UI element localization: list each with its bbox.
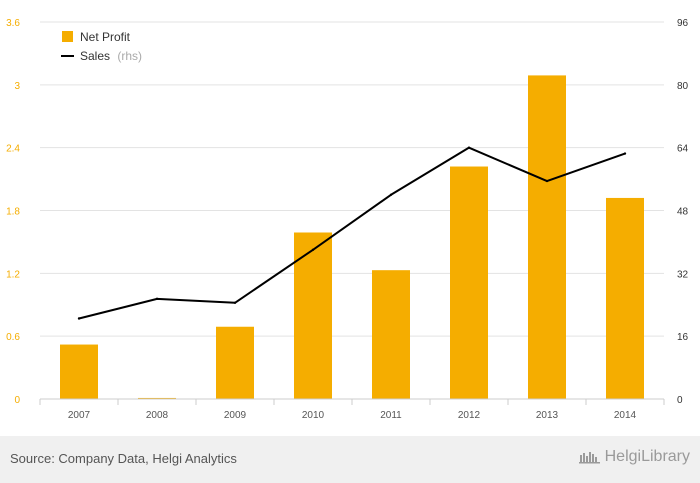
y-right-tick-label: 32 [677,269,689,280]
bar-net-profit [60,344,98,399]
bar-net-profit [216,326,254,399]
y-right-tick-label: 16 [677,332,689,343]
sales-line-group [77,146,627,320]
y-right-tick-label: 64 [677,144,689,155]
legend-net-profit-swatch [62,31,73,42]
x-tick-label: 2013 [536,410,559,421]
y-right-tick-label: 0 [677,395,683,406]
gridlines [40,21,664,337]
bar-net-profit [294,232,332,399]
y-left-tick-label: 3 [14,81,20,92]
bar-net-profit [450,166,488,399]
sales-point [545,179,549,183]
library-icon [578,452,600,464]
sales-point [311,248,315,251]
x-tick-label: 2010 [302,410,325,421]
legend-net-profit-label[interactable]: Net Profit [80,30,131,44]
bar-net-profit [372,270,410,399]
y-right-tick-label: 48 [677,207,689,218]
y-left-tick-label: 2.4 [6,144,20,155]
y-left-tick-label: 0.6 [6,332,20,343]
x-tick-label: 2011 [380,410,402,421]
source-note: Source: Company Data, Helgi Analytics [10,451,237,466]
sales-point [155,297,159,301]
sales-point [77,317,81,320]
y-right-tick-label: 80 [677,81,689,92]
y-left-tick-label: 1.2 [6,269,20,280]
sales-point [233,301,237,304]
bar-net-profit [606,197,644,399]
sales-point [467,146,471,149]
bars [60,75,644,400]
footer: Source: Company Data, Helgi Analytics He… [0,436,700,483]
x-tick-label: 2007 [68,410,91,421]
sales-point [389,193,393,196]
bar-net-profit [138,397,176,399]
y-left-tick-label: 3.6 [6,18,20,29]
chart: 0 0 0.6 16 1.2 32 1.8 48 2.4 64 3 80 3.6 96 2007 2008 20… [6,18,688,421]
x-tick-label: 2008 [146,410,169,421]
legend-sales-name: Sales [80,49,110,63]
x-tick-label: 2009 [224,410,247,421]
y-left-tick-label: 1.8 [6,207,20,218]
y-right-tick-label: 96 [677,18,689,29]
x-tick-label: 2014 [614,410,637,421]
bar-net-profit [528,75,566,400]
y-left-tick-label: 0 [14,395,20,406]
axes: 0 0 0.6 16 1.2 32 1.8 48 2.4 64 3 80 3.6 96 2007 2008 20… [6,18,688,421]
sales-line [78,146,626,320]
sales-point [623,152,627,155]
legend-sales-label[interactable]: Sales (rhs) [80,49,142,63]
legend[interactable]: Net Profit Sales (rhs) [61,30,142,63]
x-tick-label: 2012 [458,410,481,421]
legend-sales-suffix: (rhs) [117,49,142,63]
brand-name: HelgiLibrary [604,448,690,465]
brand-logo[interactable]: HelgiLibrary [578,448,690,466]
